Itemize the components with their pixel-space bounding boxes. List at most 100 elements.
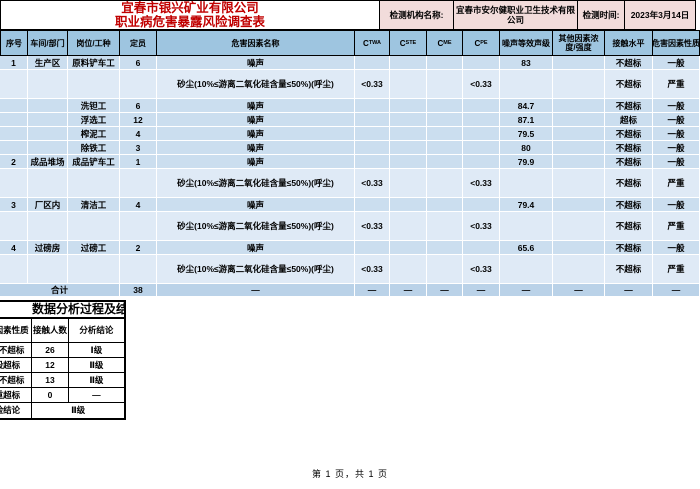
column-header: 其他因素浓度/强度 bbox=[553, 30, 605, 56]
table-row: 砂尘(10%≤游离二氧化硅含量≤50%)(呼尘) <0.33 <0.33 不超标 严重 bbox=[0, 255, 700, 284]
cell: 3 bbox=[120, 141, 157, 155]
cell bbox=[463, 241, 500, 255]
cell bbox=[553, 155, 605, 169]
cell: 砂尘(10%≤游离二氧化硅含量≤50%)(呼尘) bbox=[157, 212, 355, 241]
analysis-cell: 26 bbox=[32, 343, 69, 358]
cell: <0.33 bbox=[463, 212, 500, 241]
cell bbox=[427, 99, 463, 113]
cell bbox=[500, 212, 553, 241]
column-header: 危害因素性质 bbox=[653, 30, 700, 56]
cell: 噪声 bbox=[157, 241, 355, 255]
analysis-cell: 12 bbox=[32, 358, 69, 373]
cell: 严重 bbox=[653, 169, 700, 198]
risk-conclusion-label: 风险结论 bbox=[0, 403, 33, 418]
cell: 不超标 bbox=[605, 169, 653, 198]
cell: — bbox=[500, 284, 553, 297]
cell: 超标 bbox=[605, 113, 653, 127]
cell bbox=[463, 141, 500, 155]
cell bbox=[553, 169, 605, 198]
main-table-body: 1 生产区 原料铲车工 6 噪声 83 不超标 一般 砂尘(10%≤游离二氧化硅含量≤50%)(… bbox=[0, 56, 700, 297]
column-header: 接触水平 bbox=[605, 30, 653, 56]
cell bbox=[553, 99, 605, 113]
cell bbox=[390, 99, 427, 113]
cell bbox=[0, 255, 28, 284]
analysis-table-title: 数据分析过程及结论 bbox=[0, 302, 124, 319]
cell bbox=[553, 113, 605, 127]
cell bbox=[427, 241, 463, 255]
analysis-header-row: 危害因素性质接触人数分析结论 bbox=[0, 319, 124, 343]
cell: 成品堆场 bbox=[28, 155, 68, 169]
cell: 12 bbox=[120, 113, 157, 127]
cell bbox=[427, 255, 463, 284]
cell: 一般 bbox=[653, 113, 700, 127]
cell bbox=[553, 56, 605, 70]
analysis-cell: 严重不超标 bbox=[0, 373, 33, 388]
cell: <0.33 bbox=[463, 169, 500, 198]
column-header: C TWA bbox=[355, 30, 390, 56]
cell bbox=[463, 56, 500, 70]
table-row: 砂尘(10%≤游离二氧化硅含量≤50%)(呼尘) <0.33 <0.33 不超标 严重 bbox=[0, 212, 700, 241]
cell bbox=[463, 198, 500, 212]
cell: 一般 bbox=[653, 127, 700, 141]
cell bbox=[0, 169, 28, 198]
cell: <0.33 bbox=[355, 169, 390, 198]
cell bbox=[553, 141, 605, 155]
cell bbox=[427, 113, 463, 127]
cell bbox=[68, 255, 120, 284]
analysis-cell: 一般超标 bbox=[0, 358, 33, 373]
analysis-column-header: 分析结论 bbox=[68, 319, 124, 343]
cell: 噪声 bbox=[157, 141, 355, 155]
cell: 厂区内 bbox=[28, 198, 68, 212]
cell: — bbox=[157, 284, 355, 297]
cell bbox=[28, 141, 68, 155]
cell bbox=[427, 127, 463, 141]
cell bbox=[390, 241, 427, 255]
cell bbox=[28, 99, 68, 113]
analysis-column-header: 接触人数 bbox=[32, 319, 69, 343]
analysis-cell: Ⅱ级 bbox=[68, 373, 124, 388]
document-title: 宜春市银兴矿业有限公司 职业病危害暴露风险调查表 bbox=[0, 0, 380, 30]
cell: 洗钽工 bbox=[68, 99, 120, 113]
cell bbox=[28, 127, 68, 141]
cell: 合计 bbox=[0, 284, 120, 297]
cell: — bbox=[427, 284, 463, 297]
cell bbox=[68, 70, 120, 99]
sheet-top-band: 宜春市银兴矿业有限公司 职业病危害暴露风险调查表 检测机构名称: 宜春市安尔健职… bbox=[0, 0, 696, 30]
cell bbox=[553, 198, 605, 212]
cell bbox=[0, 70, 28, 99]
cell bbox=[355, 113, 390, 127]
cell bbox=[68, 212, 120, 241]
cell: 过磅房 bbox=[28, 241, 68, 255]
cell bbox=[355, 155, 390, 169]
cell: 83 bbox=[500, 56, 553, 70]
cell bbox=[463, 155, 500, 169]
analysis-body: 一般不超标26Ⅰ级一般超标12Ⅱ级严重不超标13Ⅱ级严重超标0— bbox=[0, 343, 124, 403]
cell: — bbox=[463, 284, 500, 297]
cell: 一般 bbox=[653, 198, 700, 212]
cell: <0.33 bbox=[463, 70, 500, 99]
cell bbox=[427, 212, 463, 241]
cell: 84.7 bbox=[500, 99, 553, 113]
cell bbox=[28, 255, 68, 284]
cell bbox=[0, 113, 28, 127]
cell: 除铁工 bbox=[68, 141, 120, 155]
cell bbox=[390, 141, 427, 155]
cell: 不超标 bbox=[605, 127, 653, 141]
table-row: 1 生产区 原料铲车工 6 噪声 83 不超标 一般 bbox=[0, 56, 700, 70]
table-row: 4 过磅房 过磅工 2 噪声 65.6 不超标 一般 bbox=[0, 241, 700, 255]
cell: 不超标 bbox=[605, 141, 653, 155]
column-header: C PE bbox=[463, 30, 500, 56]
cell: 砂尘(10%≤游离二氧化硅含量≤50%)(呼尘) bbox=[157, 70, 355, 99]
column-header: C ME bbox=[427, 30, 463, 56]
cell bbox=[0, 212, 28, 241]
analysis-cell: 一般不超标 bbox=[0, 343, 33, 358]
cell bbox=[463, 99, 500, 113]
cell: 1 bbox=[0, 56, 28, 70]
cell bbox=[500, 70, 553, 99]
analysis-cell: 严重超标 bbox=[0, 388, 33, 403]
cell bbox=[390, 56, 427, 70]
cell: 不超标 bbox=[605, 56, 653, 70]
cell bbox=[390, 255, 427, 284]
cell bbox=[463, 113, 500, 127]
cell bbox=[500, 255, 553, 284]
